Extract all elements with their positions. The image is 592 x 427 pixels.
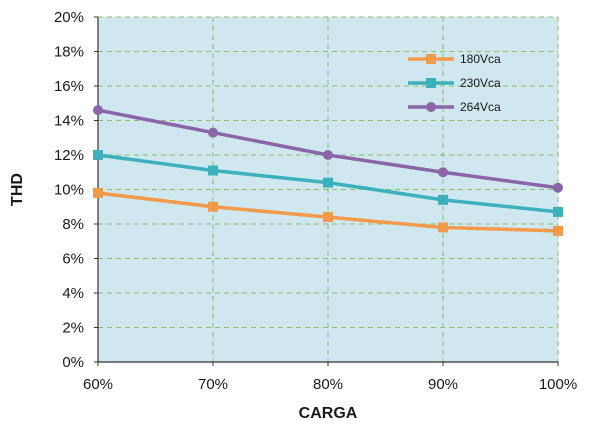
y-tick-label: 4% [62,285,84,302]
data-point [208,165,218,176]
y-tick-label: 20% [54,9,84,26]
x-tick-label: 60% [83,376,113,393]
data-point [553,182,563,193]
data-point [93,150,103,160]
y-tick-label: 12% [54,147,84,164]
y-tick-label: 0% [62,354,84,371]
y-tick-label: 16% [54,78,84,95]
y-axis-ticks: 0% 2% 4% 6% 8% 10% 12% 14% 16% 18% 20% [54,9,98,371]
grid-lines [98,16,559,362]
y-tick-label: 6% [62,251,84,268]
legend: 180Vca 230Vca 264Vca [408,52,501,114]
y-tick-label: 18% [54,44,84,61]
data-point [438,194,448,205]
data-point [93,187,103,198]
y-axis-title: THD [9,173,26,206]
legend-marker [426,102,436,112]
legend-marker [426,54,436,64]
data-point [93,105,103,116]
data-point [323,177,333,188]
data-point [553,225,563,236]
y-tick-label: 2% [62,320,84,337]
data-point [323,212,333,223]
x-tick-label: 100% [539,376,577,393]
data-point [323,150,333,160]
legend-label: 230Vca [460,76,501,90]
legend-label: 264Vca [460,100,501,114]
data-point [553,206,563,217]
series-lines [93,105,563,236]
y-tick-label: 14% [54,113,84,130]
legend-label: 180Vca [460,52,501,66]
y-tick-label: 10% [54,182,84,199]
data-point [438,222,448,233]
legend-marker [426,78,436,88]
x-tick-label: 80% [313,376,343,393]
x-tick-label: 70% [198,376,228,393]
x-tick-label: 90% [428,376,458,393]
data-point [208,201,218,212]
x-axis-ticks: 60% 70% 80% 90% 100% [83,362,577,393]
data-point [208,127,218,138]
y-tick-label: 8% [62,216,84,233]
x-axis-title: CARGA [299,405,358,422]
data-point [438,167,448,178]
